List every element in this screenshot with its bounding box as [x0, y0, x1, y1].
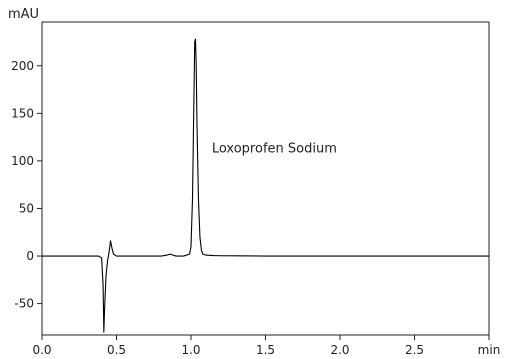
y-tick-label: 50 — [19, 201, 34, 215]
y-tick-label: -50 — [14, 297, 34, 311]
x-axis-label: min — [478, 343, 501, 357]
peak-annotation: Loxoprofen Sodium — [212, 141, 337, 156]
y-tick-label: 100 — [11, 154, 34, 168]
x-tick-label: 1.5 — [256, 343, 275, 357]
x-tick-label: 2.0 — [330, 343, 349, 357]
chromatogram-trace — [42, 38, 489, 333]
plot-frame — [41, 21, 490, 336]
x-tick-label: 0.0 — [32, 343, 51, 357]
y-tick-label: 0 — [26, 249, 34, 263]
x-tick-label: 1.0 — [181, 343, 200, 357]
y-axis-label: mAU — [8, 7, 39, 22]
x-tick-label: 2.5 — [405, 343, 424, 357]
x-tick-label: 0.5 — [107, 343, 126, 357]
y-tick-label: 200 — [11, 59, 34, 73]
y-tick-label: 150 — [11, 106, 34, 120]
